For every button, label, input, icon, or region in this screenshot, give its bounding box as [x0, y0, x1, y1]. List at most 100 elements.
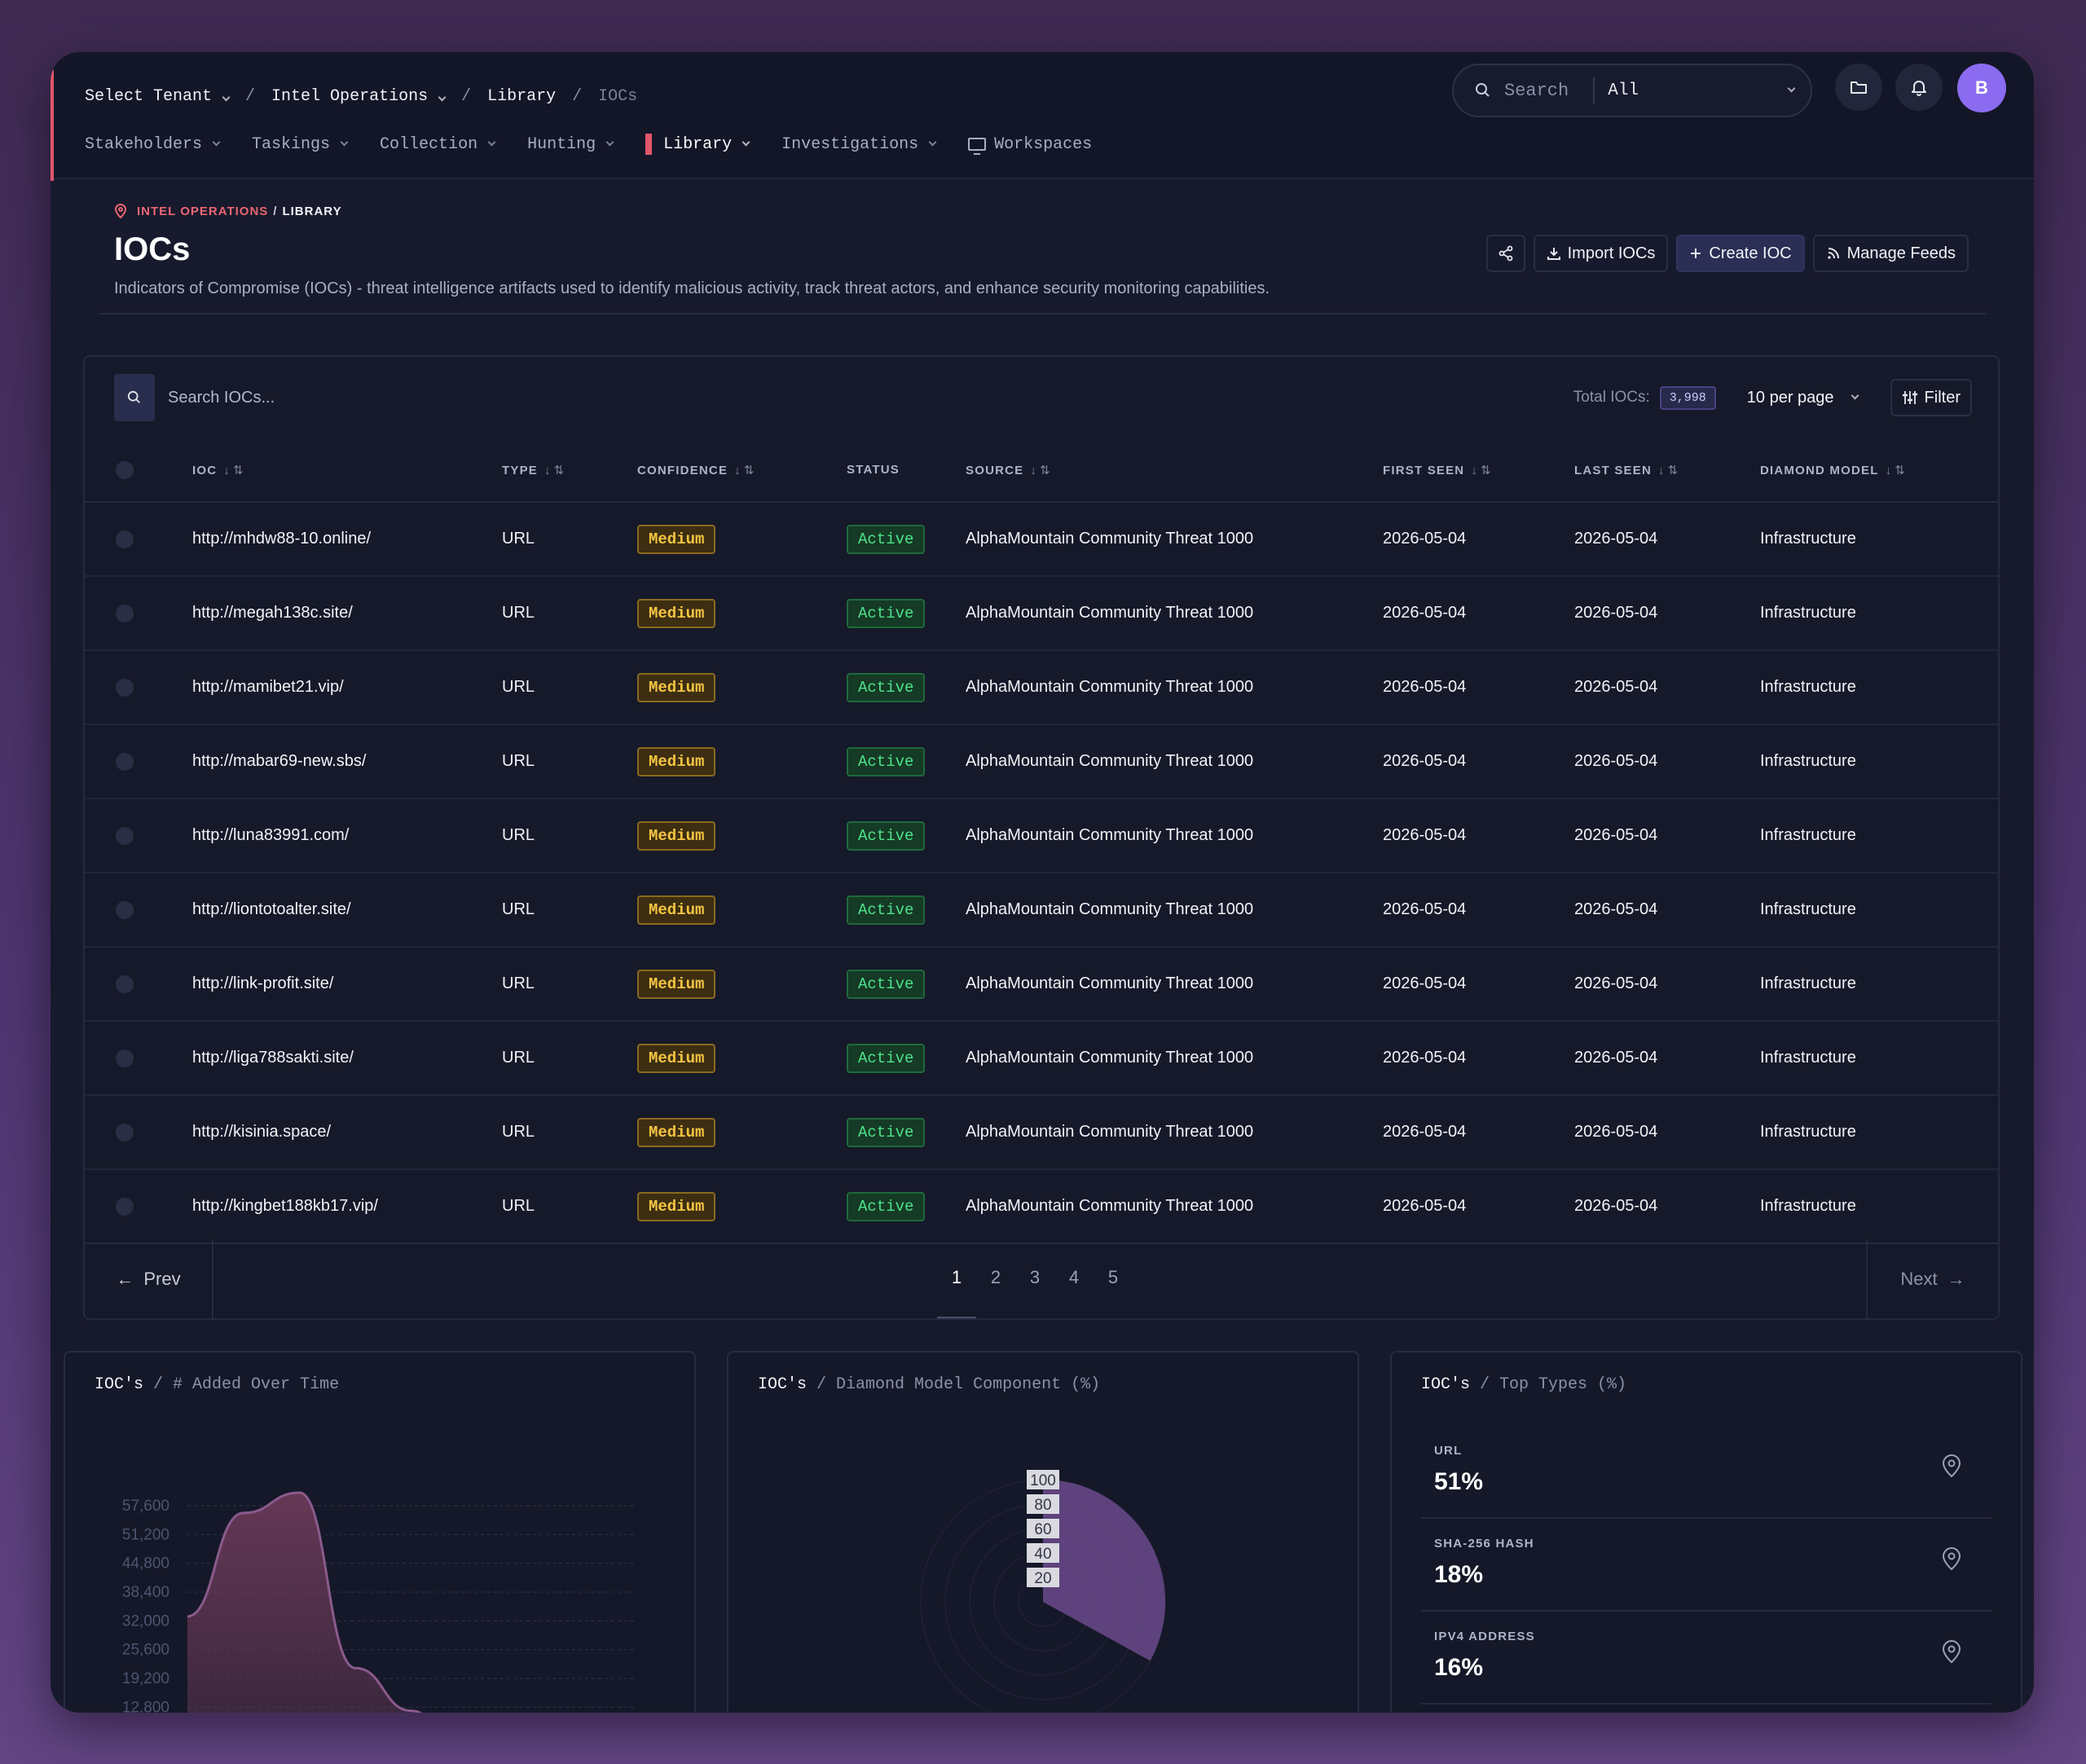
diamond-cell: Infrastructure	[1760, 873, 1998, 948]
diamond-value: Infrastructure	[1760, 900, 1856, 918]
page-number[interactable]: 3	[1029, 1267, 1041, 1287]
row-checkbox[interactable]	[116, 752, 134, 771]
row-checkbox[interactable]	[116, 1049, 134, 1067]
nav-taskings[interactable]: Taskings	[252, 135, 349, 154]
table-row[interactable]: http://megah138c.site/URL Medium Active Alp…	[85, 576, 1998, 651]
type-item[interactable]: URL 51%	[1421, 1426, 1991, 1519]
status-badge: Active	[847, 524, 926, 554]
filter-button[interactable]: Filter	[1890, 379, 1972, 416]
row-checkbox[interactable]	[116, 604, 134, 622]
button-label: Next	[1900, 1269, 1938, 1289]
breadcrumb-library[interactable]: Library	[487, 86, 557, 106]
row-checkbox[interactable]	[116, 678, 134, 697]
col-confidence[interactable]: CONFIDENCE ↓ ⇅	[637, 438, 847, 503]
row-checkbox[interactable]	[116, 530, 134, 548]
ioc-value[interactable]: http://megah138c.site/	[192, 604, 353, 622]
nav-investigations[interactable]: Investigations	[781, 135, 937, 154]
col-first-seen[interactable]: FIRST SEEN ↓ ⇅	[1383, 438, 1574, 503]
status-cell: Active	[847, 798, 966, 873]
type-cell: URL	[502, 1021, 637, 1096]
import-iocs-button[interactable]: Import IOCs	[1533, 235, 1669, 272]
type-cell: URL	[502, 947, 637, 1022]
search-scope-select[interactable]: All	[1608, 81, 1639, 100]
nav-stakeholders[interactable]: Stakeholders	[85, 135, 221, 154]
breadcrumb-intel-operations[interactable]: Intel Operations	[271, 87, 447, 106]
type-cell: URL	[502, 502, 637, 577]
ioc-value[interactable]: http://mabar69-new.sbs/	[192, 752, 367, 770]
source-cell: AlphaMountain Community Threat 1000	[966, 502, 1383, 577]
global-search[interactable]: Search All	[1452, 64, 1812, 117]
nav-workspaces[interactable]: Workspaces	[968, 135, 1092, 155]
notifications-button[interactable]	[1895, 64, 1943, 111]
chevron-down-icon	[1851, 391, 1859, 399]
diamond-value: Infrastructure	[1760, 826, 1856, 844]
col-source[interactable]: SOURCE ↓ ⇅	[966, 438, 1383, 503]
type-item[interactable]: SHA-256 HASH 18%	[1421, 1519, 1991, 1612]
button-label: Import IOCs	[1567, 244, 1656, 262]
row-checkbox-cell	[85, 576, 192, 651]
ioc-value[interactable]: http://link-profit.site/	[192, 974, 334, 992]
page-number[interactable]: 2	[990, 1267, 1001, 1287]
page-number[interactable]: 5	[1107, 1267, 1119, 1287]
type-value: URL	[502, 678, 535, 696]
nav-library[interactable]: Library	[645, 134, 750, 155]
ioc-value[interactable]: http://liga788sakti.site/	[192, 1049, 354, 1067]
confidence-badge: Medium	[637, 895, 716, 925]
row-checkbox[interactable]	[116, 974, 134, 993]
panel-title-sub: / # Added Over Time	[153, 1375, 340, 1394]
series-line	[187, 1491, 422, 1713]
table-header-row: IOC ↓ ⇅ TYPE ↓ ⇅ CONFIDENCE ↓ ⇅ STATUS SOUR…	[85, 438, 1998, 503]
table-row[interactable]: http://kingbet188kb17.vip/URL Medium Activ…	[85, 1169, 1998, 1244]
col-last-seen[interactable]: LAST SEEN ↓ ⇅	[1574, 438, 1760, 503]
page-number[interactable]: 4	[1068, 1267, 1080, 1287]
pie-slice[interactable]	[1043, 1480, 1165, 1661]
ioc-cell: http://mhdw88-10.online/	[192, 502, 502, 577]
nav-hunting[interactable]: Hunting	[527, 135, 614, 154]
ioc-value[interactable]: http://kingbet188kb17.vip/	[192, 1197, 378, 1215]
ioc-value[interactable]: http://liontotoalter.site/	[192, 900, 351, 918]
col-ioc[interactable]: IOC ↓ ⇅	[192, 438, 502, 503]
ioc-search-input[interactable]	[168, 388, 575, 407]
table-row[interactable]: http://link-profit.site/URL Medium Active A…	[85, 947, 1998, 1022]
per-page-select[interactable]: 10 per page	[1747, 389, 1859, 407]
ioc-value[interactable]: http://mamibet21.vip/	[192, 678, 344, 696]
folder-button[interactable]	[1835, 64, 1882, 111]
column-label: TYPE	[502, 463, 538, 477]
ioc-value[interactable]: http://kisinia.space/	[192, 1123, 332, 1141]
table-row[interactable]: http://mamibet21.vip/URL Medium Active Alph…	[85, 650, 1998, 725]
radial-tick-background	[1027, 1519, 1059, 1538]
create-ioc-button[interactable]: Create IOC	[1676, 235, 1805, 272]
ioc-value[interactable]: http://luna83991.com/	[192, 826, 350, 844]
col-diamond-model[interactable]: DIAMOND MODEL ↓ ⇅	[1760, 438, 1998, 503]
status-badge: Active	[847, 1117, 926, 1147]
page-number[interactable]: 1	[937, 1240, 976, 1318]
prev-button[interactable]: ← Prev	[85, 1240, 213, 1318]
manage-feeds-button[interactable]: Manage Feeds	[1812, 235, 1969, 272]
row-checkbox[interactable]	[116, 1123, 134, 1142]
col-type[interactable]: TYPE ↓ ⇅	[502, 438, 637, 503]
table-row[interactable]: http://luna83991.com/URL Medium Active Alph…	[85, 798, 1998, 873]
table-row[interactable]: http://mabar69-new.sbs/URL Medium Active Al…	[85, 724, 1998, 799]
table-row[interactable]: http://liontotoalter.site/URL Medium Activ…	[85, 873, 1998, 948]
search-button[interactable]	[114, 374, 155, 421]
table-row[interactable]: http://mhdw88-10.online/URL Medium Active A…	[85, 502, 1998, 577]
row-checkbox[interactable]	[116, 1197, 134, 1216]
ioc-value[interactable]: http://mhdw88-10.online/	[192, 530, 372, 548]
tenant-select[interactable]: Select Tenant	[85, 87, 231, 106]
table-row[interactable]: http://kisinia.space/URL Medium Active Alph…	[85, 1095, 1998, 1170]
page-breadcrumb-ops[interactable]: INTEL OPERATIONS	[137, 204, 269, 218]
avatar[interactable]: B	[1957, 64, 2006, 112]
nav-collection[interactable]: Collection	[380, 135, 496, 154]
row-checkbox[interactable]	[116, 826, 134, 845]
confidence-cell: Medium	[637, 576, 847, 651]
row-checkbox[interactable]	[116, 900, 134, 919]
next-button[interactable]: Next →	[1866, 1240, 1998, 1318]
row-checkbox-cell	[85, 1095, 192, 1170]
table-row[interactable]: http://liga788sakti.site/URL Medium Active…	[85, 1021, 1998, 1096]
ioc-table: IOC ↓ ⇅ TYPE ↓ ⇅ CONFIDENCE ↓ ⇅ STATUS SOUR…	[85, 438, 1998, 1244]
type-item[interactable]: IPV4 ADDRESS 16%	[1421, 1612, 1991, 1705]
select-all-checkbox[interactable]	[116, 460, 134, 479]
location-pin-icon	[1942, 1639, 1961, 1664]
share-button[interactable]	[1485, 235, 1525, 272]
